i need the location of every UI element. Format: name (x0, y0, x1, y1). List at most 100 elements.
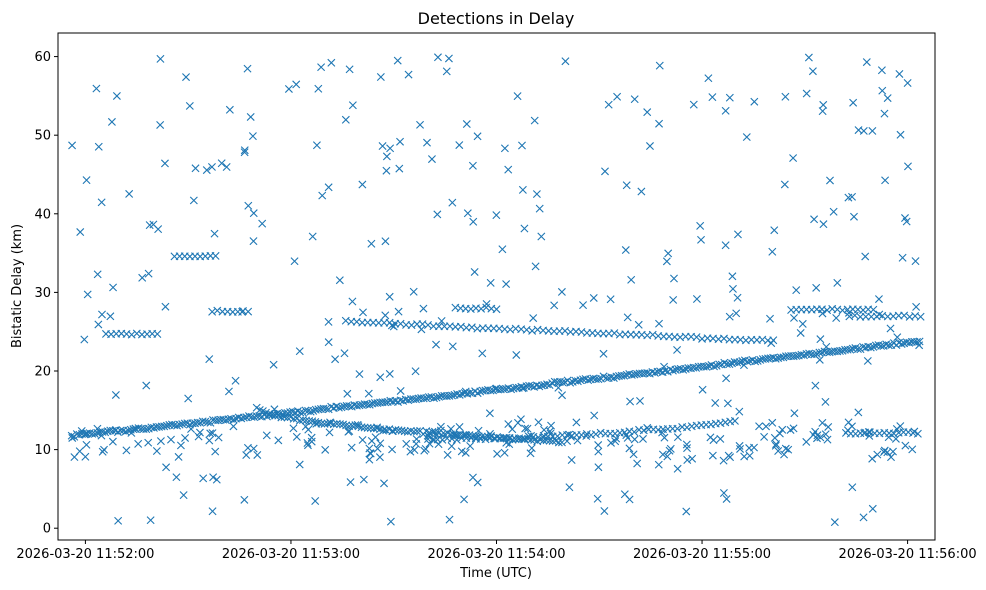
data-point (883, 94, 892, 103)
data-point (97, 310, 106, 319)
data-point (742, 133, 751, 142)
data-point (292, 432, 301, 441)
data-point (187, 425, 196, 433)
data-point (209, 473, 218, 482)
data-point (449, 430, 458, 439)
y-tick-label: 20 (34, 365, 51, 380)
data-point (866, 343, 875, 352)
data-point (413, 427, 422, 436)
data-point (269, 360, 278, 369)
data-point (327, 58, 336, 67)
data-point (504, 420, 513, 429)
data-point (108, 437, 117, 446)
data-point (106, 312, 115, 321)
data-point (804, 53, 813, 62)
data-point (708, 451, 717, 460)
data-point (82, 440, 91, 449)
x-tick-label: 2026-03-20 11:53:00 (222, 547, 360, 562)
data-point (518, 384, 527, 393)
data-point (721, 241, 730, 250)
data-point (335, 276, 344, 285)
data-point (591, 430, 600, 439)
data-point (306, 407, 315, 416)
data-point (554, 438, 563, 447)
data-point (554, 383, 563, 392)
data-point (735, 407, 744, 416)
data-point (348, 297, 357, 306)
data-point (191, 164, 200, 173)
data-point (655, 119, 664, 128)
data-point (708, 93, 717, 102)
data-point (822, 342, 831, 351)
data-point (844, 193, 853, 202)
data-point (237, 414, 246, 423)
data-point (730, 416, 739, 425)
data-point (613, 92, 622, 101)
data-point (823, 435, 832, 444)
data-point (375, 453, 384, 462)
data-point (295, 460, 304, 469)
data-point (529, 314, 538, 323)
data-point (527, 431, 536, 440)
data-point (558, 378, 567, 387)
data-point (492, 211, 501, 220)
data-point (512, 350, 521, 359)
data-point (427, 155, 436, 164)
x-tick-label: 2026-03-20 11:55:00 (633, 547, 771, 562)
data-point (599, 349, 608, 358)
data-point (481, 435, 490, 444)
data-point (355, 370, 364, 379)
data-point (864, 428, 873, 436)
data-point (462, 120, 471, 129)
data-point (860, 429, 869, 438)
data-point (317, 63, 326, 72)
data-point (516, 415, 525, 424)
data-point (584, 376, 593, 385)
data-point (900, 311, 909, 320)
data-point (82, 176, 91, 185)
data-point (340, 349, 349, 358)
data-point (80, 335, 89, 344)
data-point (111, 425, 120, 434)
data-point (545, 436, 554, 445)
data-point (896, 422, 905, 431)
data-point (531, 262, 540, 271)
data-point (324, 317, 333, 326)
data-point (891, 434, 900, 443)
data-point (92, 84, 101, 93)
data-point (382, 166, 391, 175)
data-point (500, 448, 509, 457)
data-point (314, 84, 323, 93)
data-point (579, 301, 588, 310)
data-point (167, 420, 176, 429)
data-point (417, 325, 426, 334)
data-point (623, 313, 632, 322)
data-point (821, 397, 830, 406)
data-point (886, 324, 895, 333)
data-point (386, 144, 395, 153)
data-point (877, 66, 886, 75)
data-point (210, 229, 219, 238)
data-point (830, 518, 839, 527)
data-point (492, 384, 501, 393)
data-point (566, 378, 575, 387)
data-point (385, 369, 394, 378)
data-point (239, 413, 248, 422)
data-point (412, 395, 420, 404)
data-point (790, 313, 798, 322)
data-point (109, 283, 118, 292)
data-point (861, 252, 870, 261)
data-point (826, 176, 834, 185)
data-point (498, 245, 507, 254)
data-point (753, 356, 762, 365)
data-point (433, 210, 442, 219)
data-point (507, 385, 516, 394)
data-point (342, 421, 351, 430)
data-point (242, 451, 251, 460)
data-point (868, 454, 877, 463)
data-point (432, 340, 441, 349)
data-point (600, 507, 609, 515)
data-point (318, 191, 327, 200)
data-point (884, 433, 893, 442)
